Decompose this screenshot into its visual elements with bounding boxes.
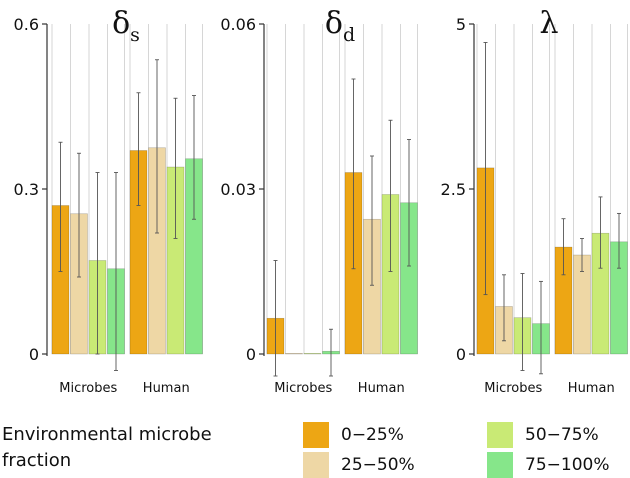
error-bar xyxy=(370,155,374,286)
error-bar xyxy=(407,139,411,267)
category-label-human: Human xyxy=(568,381,615,396)
category-label-human: Human xyxy=(143,381,190,396)
legend-title: Environmental microbe fraction xyxy=(2,422,212,474)
y-tick-label: 0.06 xyxy=(220,15,256,34)
error-bar xyxy=(329,328,333,377)
y-tick-label: 0 xyxy=(246,345,256,364)
y-tick-label: 0.3 xyxy=(14,180,39,199)
legend-label-50-75: 50−75% xyxy=(525,425,599,445)
error-bar xyxy=(155,59,159,234)
legend-swatch-0-25 xyxy=(303,422,329,448)
y-tick-label: 0 xyxy=(29,345,39,364)
legend-label-25-50: 25−50% xyxy=(341,455,415,475)
error-bar xyxy=(77,152,81,278)
legend-label-0-25: 0−25% xyxy=(341,425,404,445)
category-label-microbes: Microbes xyxy=(59,381,117,396)
bar--25-50 xyxy=(285,353,303,355)
error-bar xyxy=(617,212,621,269)
error-bar xyxy=(520,273,525,371)
error-bar xyxy=(136,92,141,206)
legend-title-line1: Environmental microbe xyxy=(2,424,212,445)
error-bar xyxy=(351,78,356,270)
legend-item-0-25: 0−25% xyxy=(303,422,404,448)
legend-item-25-50: 25−50% xyxy=(303,452,415,478)
legend-swatch-50-75 xyxy=(487,422,513,448)
panel-1: 0 0.3 0.6 Microbes Human δs xyxy=(14,6,203,396)
category-label-microbes: Microbes xyxy=(484,381,542,396)
bar--50-75 xyxy=(303,353,322,355)
category-label-human: Human xyxy=(358,381,405,396)
error-bar xyxy=(539,280,543,375)
panel-2: 0 0.03 0.06 Microbes Human δd xyxy=(220,6,418,396)
legend-title-line2: fraction xyxy=(2,450,72,471)
panel-title: δd xyxy=(325,6,355,46)
error-bar xyxy=(483,42,488,296)
legend-item-75-100: 75−100% xyxy=(487,452,609,478)
error-bar xyxy=(273,260,278,377)
y-tick-label: 0.03 xyxy=(220,180,256,199)
panel-title: δs xyxy=(112,6,140,46)
error-bar xyxy=(192,95,196,220)
panel-3: 0 2.5 5 Microbes Human λ xyxy=(441,6,628,396)
y-tick-label: 0.6 xyxy=(14,15,39,34)
error-bar xyxy=(173,97,178,239)
legend-swatch-75-100 xyxy=(487,452,513,478)
figure: 0 0.3 0.6 Microbes Human δs 0 0.03 0.06 Microbes H… xyxy=(14,6,628,396)
legend-swatch-25-50 xyxy=(303,452,329,478)
error-bar xyxy=(114,172,118,371)
category-label-microbes: Microbes xyxy=(274,381,332,396)
y-tick-label: 5 xyxy=(456,15,466,34)
error-bar xyxy=(388,119,393,272)
error-bar xyxy=(561,218,566,276)
legend-item-50-75: 50−75% xyxy=(487,422,599,448)
error-bar xyxy=(95,172,100,355)
error-bar xyxy=(580,238,584,272)
panel-title-subscript: s xyxy=(130,24,140,46)
error-bar xyxy=(58,141,63,272)
error-bar xyxy=(598,196,603,269)
legend-label-75-100: 75−100% xyxy=(525,455,610,475)
panel-title: λ xyxy=(539,6,558,41)
panel-title-subscript: d xyxy=(343,24,355,46)
error-bar xyxy=(502,274,506,342)
y-tick-label: 0 xyxy=(456,345,466,364)
y-tick-label: 2.5 xyxy=(441,180,466,199)
